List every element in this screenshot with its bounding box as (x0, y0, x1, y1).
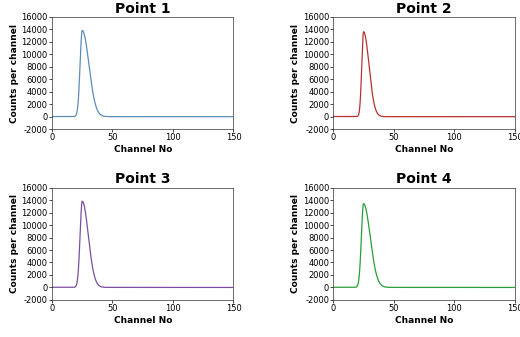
Title: Point 4: Point 4 (396, 173, 452, 186)
X-axis label: Channel No: Channel No (113, 145, 172, 154)
Y-axis label: Counts per channel: Counts per channel (10, 24, 19, 123)
Title: Point 3: Point 3 (115, 173, 171, 186)
X-axis label: Channel No: Channel No (395, 316, 453, 325)
Y-axis label: Counts per channel: Counts per channel (10, 194, 19, 293)
Title: Point 1: Point 1 (115, 2, 171, 16)
Title: Point 2: Point 2 (396, 2, 452, 16)
X-axis label: Channel No: Channel No (395, 145, 453, 154)
X-axis label: Channel No: Channel No (113, 316, 172, 325)
Y-axis label: Counts per channel: Counts per channel (291, 24, 300, 123)
Y-axis label: Counts per channel: Counts per channel (291, 194, 300, 293)
